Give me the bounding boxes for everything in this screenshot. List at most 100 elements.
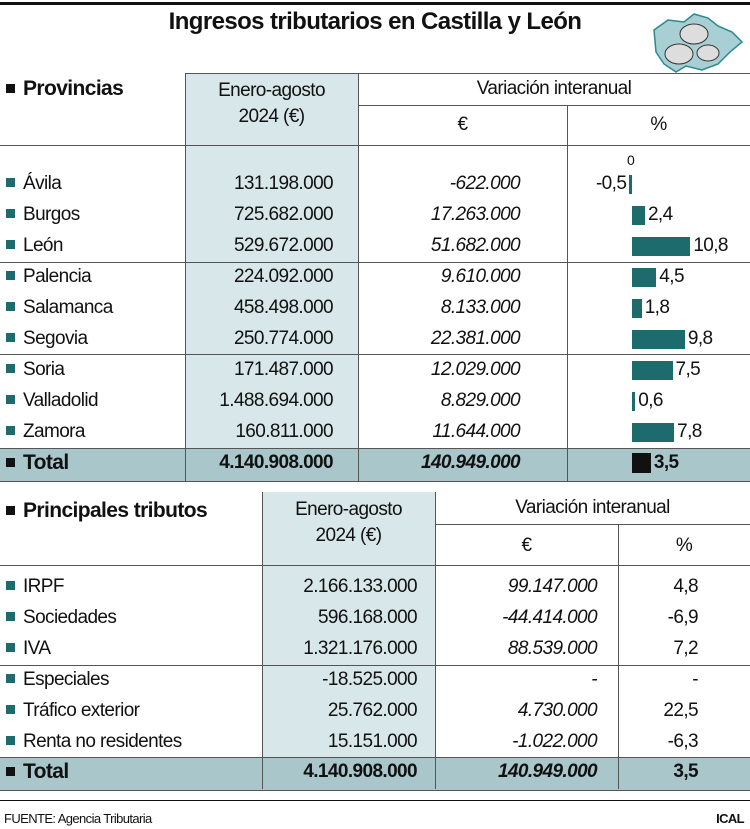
variation-eur-cell: 8.133.000 (440, 297, 521, 318)
bullet-icon (6, 364, 15, 373)
bar-value-label: 0,6 (638, 390, 663, 411)
amount-cell: 171.487.000 (233, 359, 334, 380)
row-name: Tráfico exterior (23, 700, 140, 721)
bar (632, 237, 691, 256)
divider (0, 354, 750, 355)
bullet-icon (6, 705, 15, 714)
row-name: Valladolid (23, 390, 99, 411)
heading-text: Provincias (23, 77, 124, 100)
row-label: Ávila (6, 173, 62, 195)
section-heading-provincias: Provincias (6, 77, 124, 100)
amount-cell: 596.168.000 (317, 607, 418, 628)
row-name: Especiales (23, 669, 109, 690)
heading-text: Principales tributos (23, 499, 208, 522)
variation-eur-cell: -1.022.000 (512, 731, 597, 752)
divider (358, 73, 359, 481)
bar-value-label: 3,5 (653, 452, 679, 473)
variation-pct-cell: 4,8 (673, 576, 698, 597)
divider (435, 492, 436, 789)
bar (632, 299, 642, 318)
row-label: IRPF (6, 576, 64, 598)
bullet-icon (6, 612, 15, 621)
row-label: Sociedades (6, 607, 117, 629)
variation-eur-cell: 17.263.000 (430, 204, 521, 225)
variation-eur-cell: -622.000 (449, 173, 521, 194)
bullet-icon (6, 458, 15, 467)
row-name: Total (23, 760, 69, 783)
variation-eur-cell: 140.949.000 (497, 761, 598, 782)
amount-cell: 160.811.000 (235, 421, 333, 442)
total-row-bg (0, 448, 750, 482)
row-name: Renta no residentes (23, 731, 182, 752)
amount-cell: 2.166.133.000 (303, 576, 417, 597)
bullet-icon (6, 674, 15, 683)
amount-cell: 725.682.000 (233, 204, 334, 225)
divider (0, 800, 750, 801)
variation-pct-cell: 22,5 (663, 700, 698, 721)
bullet-icon (6, 271, 15, 280)
divider (0, 665, 750, 666)
row-label: Zamora (6, 421, 85, 443)
amount-cell: 131.198.000 (233, 173, 334, 194)
col-header-pct: % (650, 114, 667, 135)
bar-value-label: 2,4 (647, 204, 673, 225)
variation-pct-cell: 7,2 (673, 638, 698, 659)
col-header-euro: € (457, 114, 469, 135)
variation-eur-cell: 88.539.000 (507, 638, 598, 659)
divider (567, 105, 568, 481)
divider (262, 492, 263, 789)
total-row-bg (0, 757, 750, 791)
bullet-icon (6, 736, 15, 745)
amount-cell: 250.774.000 (233, 328, 334, 349)
bar-value-label: 7,5 (675, 359, 701, 380)
variation-eur-cell: 22.381.000 (430, 328, 521, 349)
bullet-icon (6, 395, 15, 404)
page-title: Ingresos tributarios en Castilla y León (168, 8, 582, 35)
bullet-icon (6, 426, 15, 435)
amount-cell: 4.140.908.000 (219, 452, 333, 473)
col-header-amount: Enero-agosto 2024 (€) (295, 499, 402, 546)
variation-eur-cell: - (591, 669, 597, 690)
variation-pct-cell: -6,3 (667, 731, 699, 752)
row-label: Tráfico exterior (6, 700, 140, 722)
row-label: León (6, 235, 63, 257)
divider (185, 73, 750, 74)
amount-cell: 529.672.000 (233, 235, 334, 256)
row-name: Sociedades (23, 607, 117, 628)
amount-cell: 4.140.908.000 (303, 761, 417, 782)
row-label: Total (6, 452, 69, 474)
row-name: Segovia (23, 328, 88, 349)
variation-eur-cell: 11.644.000 (432, 421, 520, 442)
divider (0, 565, 750, 566)
row-label: Burgos (6, 204, 80, 226)
divider (435, 524, 750, 525)
bar (632, 392, 636, 411)
bullet-icon (6, 643, 15, 652)
top-rule (0, 2, 750, 5)
bullet-icon (6, 240, 15, 249)
amount-cell: 1.488.694.000 (219, 390, 333, 411)
variation-eur-cell: 99.147.000 (507, 576, 598, 597)
bullet-icon (6, 506, 15, 515)
row-label: Valladolid (6, 390, 99, 412)
row-name: Palencia (23, 266, 92, 287)
bar-value-label: 10,8 (693, 235, 728, 256)
bar-value-label: -0,5 (595, 173, 627, 194)
row-label: Total (6, 761, 69, 783)
credit: ICAL (716, 811, 745, 826)
bullet-icon (6, 302, 15, 311)
amount-cell: 25.762.000 (327, 700, 418, 721)
bullet-icon (6, 209, 15, 218)
divider (618, 524, 619, 789)
zero-label: 0 (627, 152, 635, 168)
variation-eur-cell: -44.414.000 (502, 607, 597, 628)
divider (185, 73, 186, 481)
bar (632, 361, 673, 380)
row-label: Salamanca (6, 297, 113, 319)
row-label: IVA (6, 638, 51, 660)
section-heading-tributos: Principales tributos (6, 499, 208, 522)
bar (629, 175, 632, 194)
variation-eur-cell: 12.029.000 (430, 359, 521, 380)
amount-cell: 1.321.176.000 (303, 638, 417, 659)
